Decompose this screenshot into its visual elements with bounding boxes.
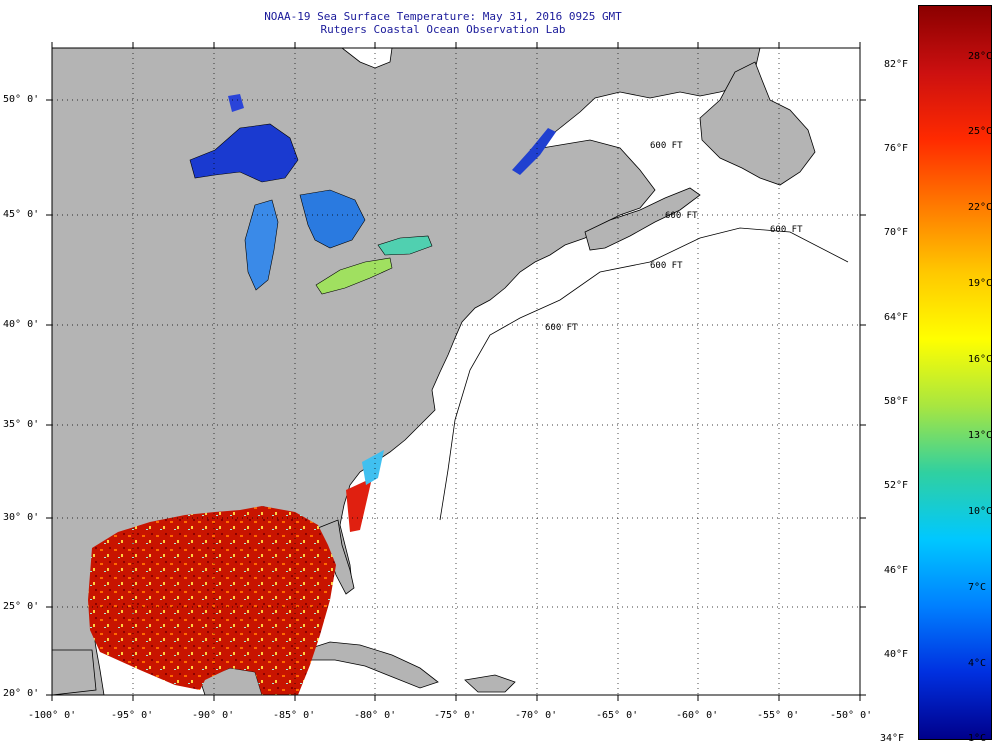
lake-superior <box>189 123 299 183</box>
lake-ontario <box>377 235 433 256</box>
frame-ticks <box>46 42 866 701</box>
sst-gulf-of-mexico <box>88 506 336 695</box>
lake-nipigon <box>228 94 244 112</box>
land-newfoundland <box>699 61 816 186</box>
temperature-colorbar <box>918 5 992 740</box>
lat-tick-label: 30° 0' <box>3 512 40 523</box>
celsius-label: 19°C <box>968 278 993 289</box>
lon-tick-label: -100° 0' <box>28 710 77 721</box>
land-mexico <box>51 649 97 696</box>
land-hispaniola <box>464 674 516 693</box>
lat-tick-label: 20° 0' <box>3 688 40 699</box>
sst-atlantic-strip <box>346 478 372 532</box>
lat-tick-label: 35° 0' <box>3 419 40 430</box>
lon-tick-label: -70° 0' <box>515 710 558 721</box>
lon-tick-label: -80° 0' <box>354 710 397 721</box>
lake-winnipeg-area <box>512 128 556 175</box>
celsius-label: 10°C <box>968 506 993 517</box>
land-cuba <box>304 641 439 689</box>
lon-tick-label: -55° 0' <box>757 710 800 721</box>
lat-tick-label: 50° 0' <box>3 94 40 105</box>
fahrenheit-label: 82°F <box>884 59 909 70</box>
celsius-label: 25°C <box>968 126 993 137</box>
lon-tick-label: -60° 0' <box>676 710 719 721</box>
celsius-label: 13°C <box>968 430 993 441</box>
lon-tick-label: -75° 0' <box>434 710 477 721</box>
sst-map: 600 FT 600 FT 600 FT 600 FT 600 FT <box>46 42 866 701</box>
fahrenheit-label: 46°F <box>884 565 909 576</box>
fahrenheit-label: 70°F <box>884 227 909 238</box>
lat-tick-label: 45° 0' <box>3 209 40 220</box>
sst-atlantic-strip-north <box>362 450 384 485</box>
lake-erie <box>315 257 393 295</box>
map-subtitle: Rutgers Coastal Ocean Observation Lab <box>320 23 566 36</box>
lake-huron <box>299 189 366 249</box>
land-nova-scotia <box>584 187 701 251</box>
fahrenheit-label: 76°F <box>884 143 909 154</box>
lat-tick-label: 25° 0' <box>3 601 40 612</box>
fahrenheit-label: 58°F <box>884 396 909 407</box>
isobath-label: 600 FT <box>650 141 683 151</box>
lon-tick-label: -95° 0' <box>111 710 154 721</box>
celsius-label: 7°C <box>968 582 987 593</box>
celsius-label: 16°C <box>968 354 993 365</box>
lon-tick-label: -65° 0' <box>596 710 639 721</box>
isobath-label: 600 FT <box>770 225 803 235</box>
isobath-label: 600 FT <box>665 211 698 221</box>
fahrenheit-label: 34°F <box>880 733 905 744</box>
celsius-label: 22°C <box>968 202 993 213</box>
celsius-label: 1°C <box>968 733 987 744</box>
fahrenheit-label: 52°F <box>884 480 909 491</box>
map-title: NOAA-19 Sea Surface Temperature: May 31,… <box>264 10 622 23</box>
lat-tick-label: 40° 0' <box>3 319 40 330</box>
lon-tick-label: -90° 0' <box>192 710 235 721</box>
lon-tick-label: -50° 0' <box>830 710 873 721</box>
isobath-600ft <box>439 227 849 521</box>
fahrenheit-label: 40°F <box>884 649 909 660</box>
lon-tick-label: -85° 0' <box>273 710 316 721</box>
celsius-label: 4°C <box>968 658 987 669</box>
celsius-label: 28°C <box>968 51 993 62</box>
isobath-label: 600 FT <box>545 323 578 333</box>
lake-michigan <box>244 199 279 291</box>
fahrenheit-label: 64°F <box>884 312 909 323</box>
isobath-label: 600 FT <box>650 261 683 271</box>
